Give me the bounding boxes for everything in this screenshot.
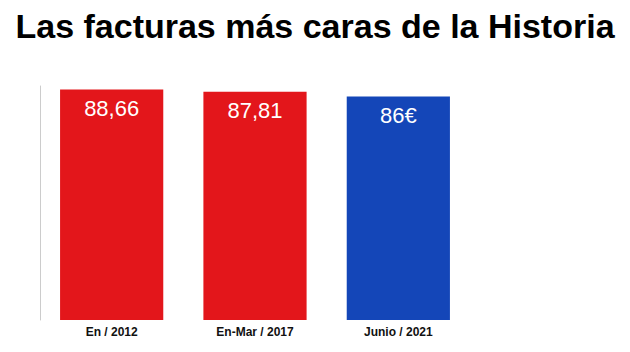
svg-text:Junio / 2021: Junio / 2021: [364, 325, 433, 339]
svg-text:En / 2012: En / 2012: [86, 325, 138, 339]
svg-text:88,66: 88,66: [84, 96, 139, 121]
svg-text:87,81: 87,81: [227, 98, 282, 123]
svg-text:En-Mar / 2017: En-Mar / 2017: [216, 325, 294, 339]
svg-text:Las facturas más caras de la H: Las facturas más caras de la Historia: [15, 7, 615, 45]
svg-text:86€: 86€: [380, 103, 417, 128]
